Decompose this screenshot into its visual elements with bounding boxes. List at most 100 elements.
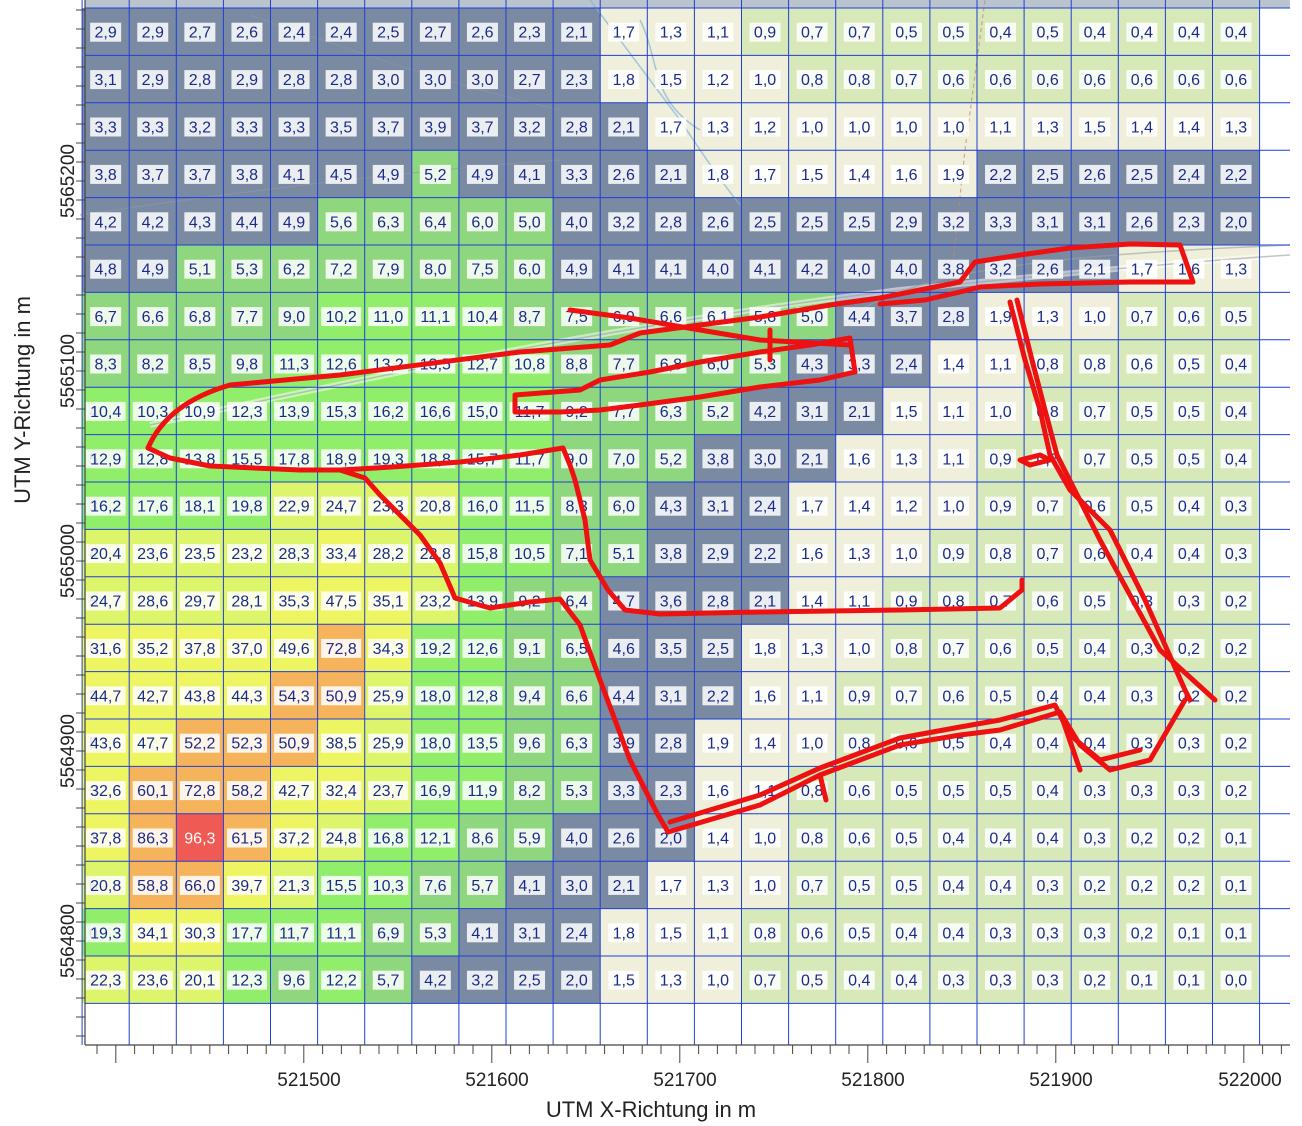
cell-value-background [226, 923, 267, 943]
cell-value-background [796, 638, 828, 658]
cell-value-background [749, 923, 781, 943]
cell-value-background [749, 401, 781, 421]
cell-value-background [890, 449, 922, 469]
cell-value-background [137, 259, 169, 279]
cell-value: 4,2 [801, 262, 823, 279]
cell-value: 0,5 [895, 878, 917, 895]
cell-value: 4,4 [613, 688, 635, 705]
cell-value: 0,3 [1084, 925, 1106, 942]
cell-value-background [1079, 828, 1111, 848]
cell-value-background [561, 117, 593, 137]
cell-value-background [937, 70, 969, 90]
cell-value: 3,0 [471, 72, 493, 89]
cell-value: 3,5 [660, 641, 682, 658]
cell-value: 0,3 [942, 973, 964, 990]
cell-value-background [514, 923, 546, 943]
cell-value: 6,6 [566, 688, 588, 705]
cell-value-background [179, 923, 220, 943]
cell-value-background [608, 212, 640, 232]
cell-value: 12,2 [326, 973, 357, 990]
cell-value-background [1032, 354, 1064, 374]
cell-value: 1,1 [989, 357, 1011, 374]
cell-value-background [937, 970, 969, 990]
cell-value: 4,1 [518, 167, 540, 184]
cell-value: 2,8 [330, 72, 352, 89]
cell-value: 3,3 [142, 120, 164, 137]
cell-value: 0,7 [1037, 546, 1059, 563]
cell-value: 12,3 [231, 404, 262, 421]
cell-value: 1,4 [801, 594, 823, 611]
cell-value-background [608, 686, 640, 706]
cell-value-background [655, 923, 687, 943]
cell-value: 0,2 [1131, 878, 1153, 895]
cell-value-background [796, 401, 828, 421]
cell-value-background [985, 22, 1017, 42]
cell-value-background [608, 354, 640, 374]
cell-value-background [184, 212, 216, 232]
cell-value: 20,8 [90, 878, 121, 895]
cell-value: 0,5 [942, 736, 964, 753]
cell-value: 0,5 [895, 831, 917, 848]
cell-value: 4,8 [95, 262, 117, 279]
cell-value-background [1220, 923, 1252, 943]
cell-value-background [325, 259, 357, 279]
cell-value-background [890, 591, 922, 611]
cell-value: 3,0 [754, 451, 776, 468]
cell-value-background [231, 164, 263, 184]
site-boundary-outline [145, 241, 1218, 835]
cell-value-background [937, 828, 969, 848]
cell-value-background [278, 970, 310, 990]
cell-value-background [796, 70, 828, 90]
cell-value: 3,7 [377, 120, 399, 137]
cell-value-background [415, 781, 456, 801]
cell-value: 4,1 [518, 878, 540, 895]
cell-value: 30,3 [184, 925, 215, 942]
cell-value-background [1126, 970, 1158, 990]
cell-value-background [655, 544, 687, 564]
cell-value-background [749, 70, 781, 90]
cell-value: 0,7 [1084, 404, 1106, 421]
cell-value: 2,3 [566, 72, 588, 89]
cell-value-background [514, 638, 546, 658]
cell-value-background [796, 875, 828, 895]
cell-value-background [231, 117, 263, 137]
cell-value: 3,7 [142, 167, 164, 184]
cell-value: 0,2 [1225, 736, 1247, 753]
cell-value-background [561, 22, 593, 42]
cell-value-background [274, 449, 315, 469]
cell-value-background [655, 401, 687, 421]
cell-value-background [561, 591, 593, 611]
cell-value-background [226, 544, 267, 564]
cell-value: 28,6 [137, 594, 168, 611]
cell-value: 6,3 [377, 214, 399, 231]
cell-value-background [749, 449, 781, 469]
cell-value: 54,3 [278, 688, 309, 705]
cell-value: 10,5 [514, 546, 545, 563]
cell-value-background [985, 449, 1017, 469]
cell-value: 1,0 [754, 878, 776, 895]
cell-value-background [702, 781, 734, 801]
cell-value-background [843, 923, 875, 943]
cell-value: 44,7 [90, 688, 121, 705]
cell-value-background [372, 212, 404, 232]
cell-value-background [462, 781, 503, 801]
cell-value: 1,3 [1225, 262, 1247, 279]
cell-value-background [655, 117, 687, 137]
cell-value: 1,6 [801, 546, 823, 563]
cell-value: 1,4 [942, 357, 964, 374]
cell-value: 0,7 [942, 641, 964, 658]
cell-value-background [1173, 591, 1205, 611]
cell-value: 0,4 [895, 925, 917, 942]
cell-value: 16,6 [420, 404, 451, 421]
cell-value-background [749, 591, 781, 611]
cell-value: 4,0 [848, 262, 870, 279]
cell-value-background [278, 212, 310, 232]
cell-value-background [226, 875, 267, 895]
cell-value: 0,2 [1178, 641, 1200, 658]
cell-value: 0,4 [1084, 688, 1106, 705]
cell-value-background [843, 449, 875, 469]
cell-value-background [937, 875, 969, 895]
cell-value-background [890, 401, 922, 421]
cell-value: 2,9 [142, 72, 164, 89]
cell-value-background [890, 212, 922, 232]
